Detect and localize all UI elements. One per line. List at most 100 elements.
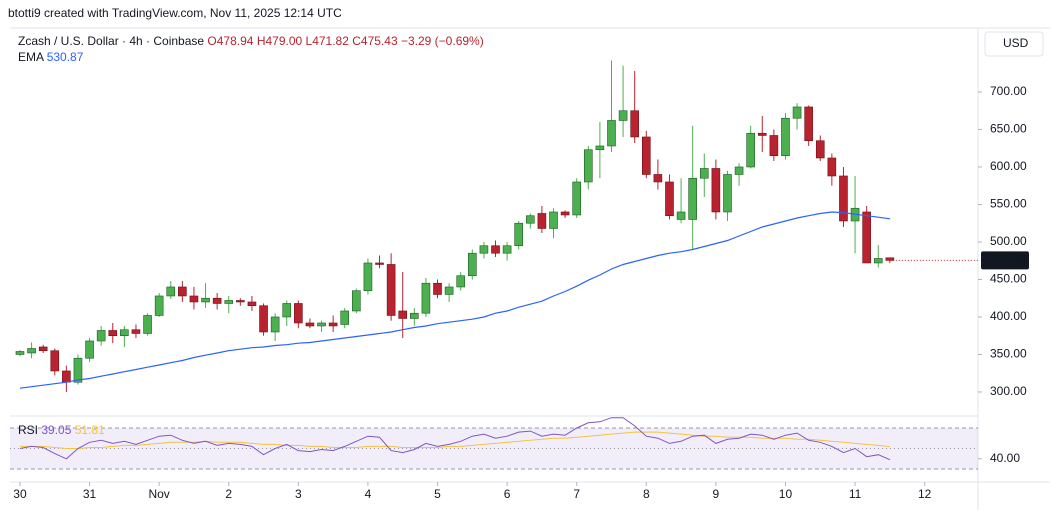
candle-body (73, 357, 83, 383)
currency: USD (1003, 36, 1029, 50)
candle-body (549, 211, 558, 229)
x-tick-label: 12 (918, 487, 932, 501)
candle-body (514, 222, 524, 247)
candle (375, 255, 384, 269)
x-tick-label: 5 (434, 487, 441, 501)
candle-body (50, 350, 60, 372)
candle-body (607, 120, 616, 147)
candle (792, 103, 802, 130)
symbol: Zcash / U.S. Dollar · 4h · Coinbase (18, 34, 204, 48)
candle (27, 342, 36, 359)
y-tick-label: 300.00 (990, 384, 1027, 398)
ema-legend: EMA 530.87 (18, 50, 84, 64)
candle (131, 324, 141, 338)
candle (85, 337, 94, 362)
candle (502, 241, 512, 261)
candle (526, 213, 535, 229)
y-tick-label: 600.00 (990, 159, 1027, 173)
candle (201, 283, 210, 308)
candle-body (781, 117, 790, 157)
candle-body (618, 110, 628, 121)
candle-body (873, 258, 883, 264)
candle-body (804, 106, 813, 142)
y-tick-label: 550.00 (990, 197, 1027, 211)
x-tick-label: 11 (849, 487, 862, 501)
x-tick-label: 4 (365, 487, 372, 501)
candle-body (166, 286, 176, 297)
candle-body (676, 211, 686, 220)
candle (699, 153, 709, 197)
candle-body (120, 329, 129, 337)
rsi-ma-line (20, 431, 890, 449)
candle-body (711, 168, 721, 213)
y-tick-label: 650.00 (990, 122, 1027, 136)
candle-body (769, 135, 779, 157)
x-tick-label: 9 (713, 487, 720, 501)
candle (96, 325, 106, 346)
x-tick-label: 3 (295, 487, 302, 501)
candle-body (641, 136, 651, 175)
candle (653, 159, 663, 190)
candle-body (839, 175, 848, 222)
candle-body (305, 322, 315, 327)
candle (491, 240, 500, 257)
candle-body (746, 132, 755, 168)
last-price-box (981, 251, 1029, 270)
ohlc-value: O478.94 (207, 34, 253, 48)
candle-body (699, 168, 709, 179)
candle-body (862, 211, 871, 264)
candle-body (583, 149, 593, 183)
currency-button[interactable] (984, 31, 1044, 57)
candle (468, 249, 477, 280)
candle (688, 125, 697, 250)
candle-body (143, 315, 152, 334)
candle (189, 286, 199, 310)
ema-value: 530.87 (47, 50, 84, 64)
candle-body (468, 252, 477, 277)
x-tick-label: 7 (573, 487, 580, 501)
candle-body (189, 295, 199, 303)
candle-body (572, 181, 581, 216)
candle-body (688, 177, 697, 220)
candle-body (328, 322, 338, 327)
candle (352, 288, 361, 314)
candle-body (154, 295, 164, 316)
candle-body (421, 282, 431, 314)
candle (38, 344, 48, 353)
candle-body (317, 322, 326, 327)
candle (247, 295, 257, 311)
candle-body (479, 245, 489, 254)
candle (166, 280, 176, 299)
candle-body (757, 132, 767, 136)
candle-body (62, 370, 71, 383)
candle (572, 178, 581, 218)
x-tick-label: Nov (148, 487, 169, 501)
candle (734, 163, 744, 186)
candle (154, 292, 164, 317)
candle (676, 178, 686, 224)
rsi-line (19, 417, 891, 461)
candle (479, 241, 489, 259)
rsi-ma-value: 51.81 (75, 423, 105, 437)
candle (815, 135, 825, 161)
x-tick-label: 30 (13, 487, 27, 501)
candle (212, 292, 222, 310)
candle-body (792, 106, 802, 119)
candle (120, 325, 129, 347)
candle (781, 112, 790, 160)
candle (305, 318, 315, 329)
last-price-label: 475.43 (989, 253, 1026, 267)
candle-body (595, 145, 605, 151)
candle-body (386, 264, 396, 316)
candle-body (27, 348, 36, 354)
candle (618, 65, 628, 137)
legend: Zcash / U.S. Dollar · 4h · Coinbase O478… (18, 34, 484, 48)
rsi-legend: RSI 39.05 51.81 (18, 423, 105, 437)
candle (839, 166, 848, 227)
candle (537, 205, 547, 233)
y-tick-label: 500.00 (990, 234, 1027, 248)
candle-body (15, 351, 25, 355)
candle (328, 315, 338, 332)
candle-body (201, 297, 210, 303)
candle (607, 60, 616, 152)
